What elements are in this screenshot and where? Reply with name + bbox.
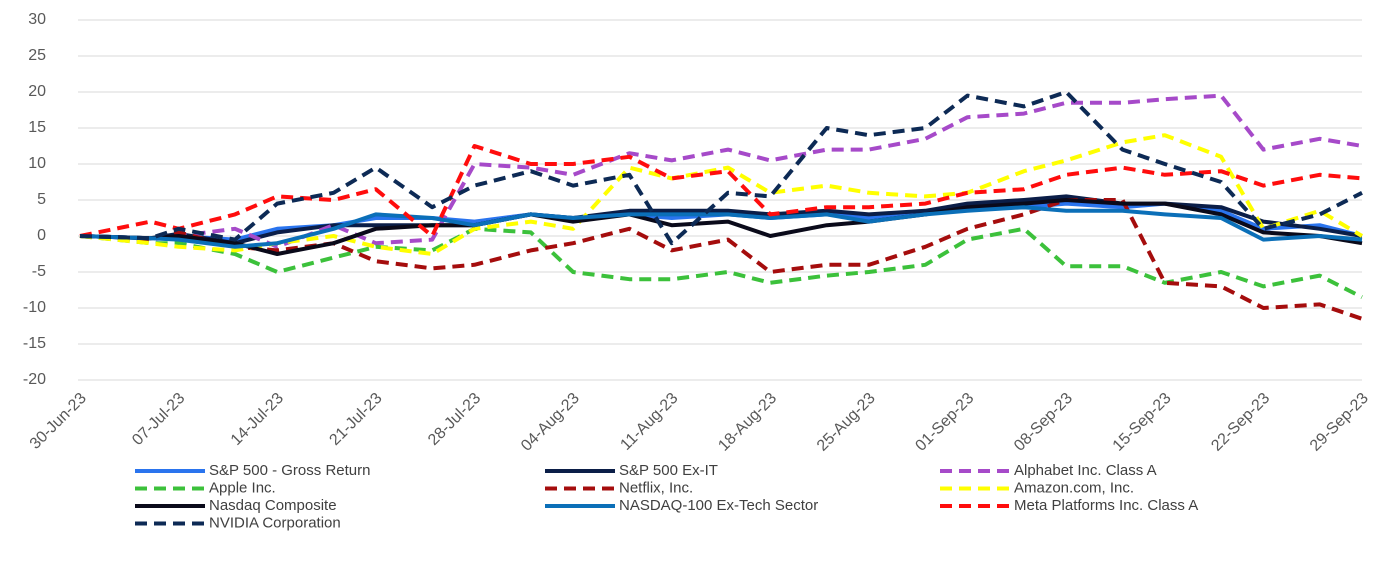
x-tick-label: 01-Sep-23 [912,390,977,455]
x-tick-label: 25-Aug-23 [814,390,879,455]
series-line [79,93,1363,249]
legend-label: NVIDIA Corporation [209,514,341,531]
series-line [79,205,1363,249]
x-tick-label: 15-Sep-23 [1110,390,1175,455]
series-line [79,90,1363,246]
x-tick-label: 14-Jul-23 [228,390,287,449]
y-tick-label: 0 [37,227,46,244]
x-tick-label: 29-Sep-23 [1307,390,1372,455]
y-tick-label: 25 [28,47,46,64]
legend-label: S&P 500 - Gross Return [209,462,370,479]
x-tick-label: 30-Jun-23 [27,390,90,453]
series-line [79,226,1363,299]
x-tick-label: 07-Jul-23 [129,390,188,449]
series-line [79,144,1363,238]
legend-label: Apple Inc. [209,479,276,496]
y-tick-label: 5 [37,191,46,208]
x-tick-label: 21-Jul-23 [326,390,385,449]
x-tick-label: 11-Aug-23 [617,390,681,454]
legend-label: NASDAQ-100 Ex-Tech Sector [619,497,818,514]
x-tick-label: 22-Sep-23 [1208,390,1273,455]
series-line [79,133,1364,256]
legend-label: Netflix, Inc. [619,479,693,496]
y-tick-label: -10 [23,299,46,316]
x-tick-label: 04-Aug-23 [518,390,583,455]
series-line [79,198,1363,256]
legend-label: Alphabet Inc. Class A [1014,462,1157,479]
legend-label: Meta Platforms Inc. Class A [1014,497,1198,514]
y-tick-label: -5 [32,263,46,280]
series-line [79,198,1363,321]
y-tick-label: -20 [23,371,46,388]
y-tick-label: 15 [28,119,46,136]
x-tick-label: 28-Jul-23 [425,390,484,449]
legend-label: S&P 500 Ex-IT [619,462,718,479]
legend-label: Amazon.com, Inc. [1014,479,1134,496]
y-tick-label: 30 [28,11,46,28]
legend-label: Nasdaq Composite [209,497,337,514]
y-tick-label: 10 [28,155,46,172]
x-tick-label: 08-Sep-23 [1011,390,1076,455]
y-tick-label: -15 [23,335,46,352]
y-tick-label: 20 [28,83,46,100]
x-tick-label: 18-Aug-23 [715,390,780,455]
